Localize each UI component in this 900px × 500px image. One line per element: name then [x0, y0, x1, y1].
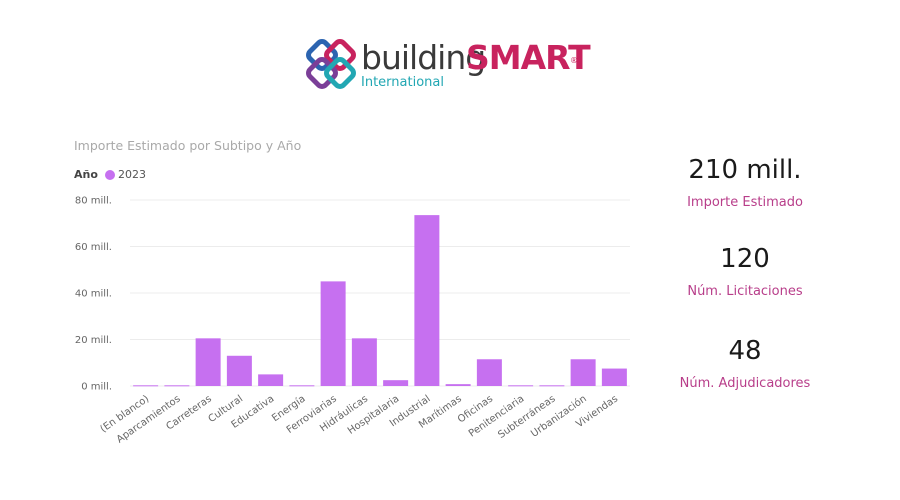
logo-registered-mark: ®: [570, 56, 578, 65]
bar[interactable]: [445, 384, 471, 386]
y-tick-label: 60 mill.: [75, 242, 112, 253]
y-axis-ticks: 0 mill. 20 mill. 40 mill. 60 mill. 80 mill.: [75, 196, 112, 393]
x-axis-ticks: (En blanco)AparcamientosCarreterasCultur…: [98, 393, 620, 446]
bar[interactable]: [414, 215, 440, 386]
bar[interactable]: [289, 385, 315, 387]
logo-word-building: building: [361, 38, 486, 77]
logo-subtitle: International: [361, 75, 444, 90]
bar[interactable]: [320, 281, 346, 386]
bar[interactable]: [133, 385, 159, 387]
bar[interactable]: [570, 359, 596, 386]
legend-title: Año: [74, 168, 98, 181]
bar[interactable]: [601, 368, 627, 386]
buildingsmart-logo: building SMART ® International: [305, 38, 591, 96]
chart-title: Importe Estimado por Subtipo y Año: [74, 138, 302, 153]
bar[interactable]: [195, 338, 221, 386]
y-tick-label: 20 mill.: [75, 335, 112, 346]
bar[interactable]: [226, 355, 252, 386]
y-tick-label: 80 mill.: [75, 196, 112, 207]
kpi-value: 120: [720, 244, 770, 274]
kpi-value: 210 mill.: [688, 155, 802, 185]
bar[interactable]: [476, 359, 502, 386]
kpi-num-adjudicadores: 48 Núm. Adjudicadores: [640, 336, 850, 391]
y-tick-label: 0 mill.: [81, 382, 112, 393]
bar[interactable]: [351, 338, 377, 386]
bar[interactable]: [258, 374, 284, 386]
kpi-label: Núm. Adjudicadores: [679, 376, 811, 391]
y-tick-label: 40 mill.: [75, 289, 112, 300]
bar[interactable]: [508, 385, 534, 387]
chart-bars: [133, 215, 627, 387]
kpi-importe-estimado: 210 mill. Importe Estimado: [640, 155, 850, 210]
legend-swatch: [105, 170, 115, 180]
legend-series-label: 2023: [118, 168, 146, 181]
bar[interactable]: [383, 380, 409, 386]
kpi-value: 48: [728, 336, 762, 366]
logo-word-smart: SMART: [466, 38, 591, 77]
kpi-label: Núm. Licitaciones: [687, 284, 803, 299]
kpi-num-licitaciones: 120 Núm. Licitaciones: [640, 244, 850, 299]
buildingsmart-logo-mark-icon: [306, 39, 356, 89]
bar[interactable]: [539, 385, 565, 387]
bar[interactable]: [164, 385, 190, 387]
kpi-label: Importe Estimado: [687, 195, 803, 210]
